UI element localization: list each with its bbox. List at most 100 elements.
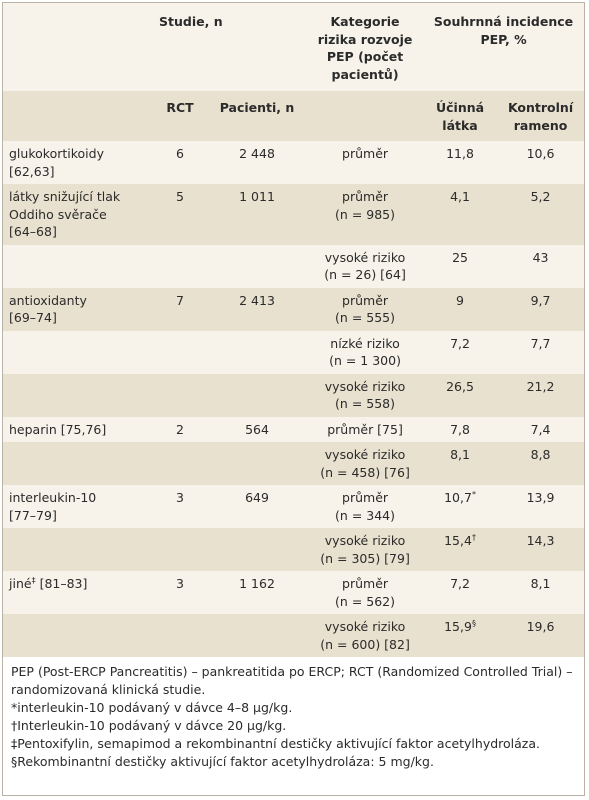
table-cell: 1 011 [207,184,307,245]
footnote-mark: § [471,618,476,628]
cell-text: 13,9 [526,490,555,505]
table-cell: 8,1 [497,571,584,614]
cell-text: (n = 555) [335,310,396,325]
header-cell [307,91,423,141]
footnote-mark: ‡ [31,575,36,585]
header-text: Pacienti, n [219,100,295,115]
table-cell: vysoké riziko (n = 558) [307,374,423,417]
table-cell: 564 [207,417,307,443]
table-row: heparin [75,76] 2 564 průměr [75] 7,8 7,4 [3,416,585,443]
cell-text: 26,5 [446,378,474,394]
cell-text: 14,3 [526,533,555,548]
table-cell [207,614,307,657]
cell-text: 10,6 [526,146,555,161]
header-cell: Kategorie rizika rozvoje PEP (počet pacient… [307,3,423,91]
table-cell [3,331,153,374]
table-cell: průměr (n = 344) [307,485,423,528]
table-cell: 2 448 [207,141,307,184]
table-cell: 7,8 [423,417,497,443]
header-text: Účinná [435,100,485,115]
subheader-row: RCT Pacienti, n Účinná látka Kontrolní rameno [3,91,585,141]
table-cell: 649 [207,485,307,528]
cell-text: 7,7 [530,335,551,351]
footnote: ‡Pentoxifylin, semapimod a rekombinantní… [11,736,541,751]
table-cell: 1 162 [207,571,307,614]
cell-text: 15,4 [444,533,472,548]
cell-text: [77–79] [9,507,57,523]
table-row: jiné‡ [81–83] 3 1 162 průměr (n = 562) 7,2 8,1 [3,571,585,614]
header-text: PEP (počet [326,49,404,64]
cell-text: 5 [176,189,184,204]
header-cell: Pacienti, n [207,91,307,141]
cell-text: glukokortikoidy [9,146,104,161]
cell-text: 2 [176,421,184,437]
header-cell: Účinná látka [423,91,497,141]
cell-text: Oddiho svěrače [9,206,107,222]
table-cell: jiné‡ [81–83] [3,571,153,614]
cell-text: 9 [456,292,464,308]
cell-text: průměr [342,146,389,161]
table-cell: antioxidanty [69–74] [3,288,153,331]
table-cell: 5,2 [497,184,584,245]
cell-text: (n = 344) [335,507,396,523]
table-cell: 14,3 [497,528,584,571]
table-cell: 25 [423,245,497,288]
header-text: rameno [513,117,568,133]
cell-text: látky snižující tlak [9,189,121,204]
table-cell: interleukin-10 [77–79] [3,485,153,528]
cell-text: heparin [75,76] [9,421,107,437]
footnote: †Interleukin-10 podávaný v dávce 20 µg/k… [11,718,287,733]
table-cell: průměr [75] [307,417,423,443]
cell-text: vysoké riziko [324,533,406,548]
cell-text: antioxidanty [9,292,87,308]
table-row: antioxidanty [69–74] 7 2 413 průměr (n = 555)… [3,287,585,331]
cell-text: 7,4 [530,421,551,437]
table-cell [153,614,207,657]
table-cell: průměr (n = 985) [307,184,423,245]
table-cell: 5 [153,184,207,245]
table-cell [207,245,307,288]
header-cell [3,91,153,141]
table-cell: vysoké riziko (n = 458) [76] [307,442,423,485]
cell-text: 25 [452,249,468,265]
table-cell: 7,4 [497,417,584,443]
cell-text: 3 [176,490,184,505]
table-cell: nízké riziko (n = 1 300) [307,331,423,374]
cell-text: vysoké riziko [324,447,406,462]
cell-text: 8,1 [530,576,551,591]
table-cell: 2 [153,417,207,443]
table-cell: látky snižující tlak Oddiho svěrače [64–68… [3,184,153,245]
footnotes: PEP (Post-ERCP Pancreatitis) – pankreati… [3,657,584,777]
table-cell: 2 413 [207,288,307,331]
cell-text: (n = 562) [335,593,396,609]
table-cell: 7,7 [497,331,584,374]
table-row: glukokortikoidy [62,63] 6 2 448 průměr 11,8 10… [3,141,585,184]
footnote: §Rekombinantní destičky aktivující fakto… [11,754,434,769]
cell-text: průměr [342,292,389,308]
superscript: * [472,490,476,499]
table-cell [3,374,153,417]
table-cell: 26,5 [423,374,497,417]
superscript: § [472,619,476,628]
cell-text: (n = 26) [64] [324,267,406,282]
table-cell: vysoké riziko (n = 305) [79] [307,528,423,571]
table-row: nízké riziko (n = 1 300) 7,2 7,7 [3,330,585,374]
cell-text: 11,8 [446,146,474,161]
table-cell: průměr (n = 555) [307,288,423,331]
table-cell [207,528,307,571]
table-cell: 9 [423,288,497,331]
cell-text: průměr [342,189,389,204]
table-row: vysoké riziko (n = 26) [64] 25 43 [3,244,585,288]
table-cell [3,614,153,657]
table-row: vysoké riziko (n = 600) [82] 15,9§ 19,6 [3,614,585,657]
header-text: Studie, n [159,14,223,29]
table-cell: 19,6 [497,614,584,657]
header-text: látka [442,117,478,133]
header-text: rizika rozvoje [317,31,413,47]
cell-text: vysoké riziko [324,249,406,265]
footnote-mark: * [471,489,476,499]
header-text: PEP, % [480,31,527,47]
header-cell: RCT [153,91,207,141]
cell-text: 649 [245,490,269,505]
cell-text: 1 011 [239,189,275,204]
